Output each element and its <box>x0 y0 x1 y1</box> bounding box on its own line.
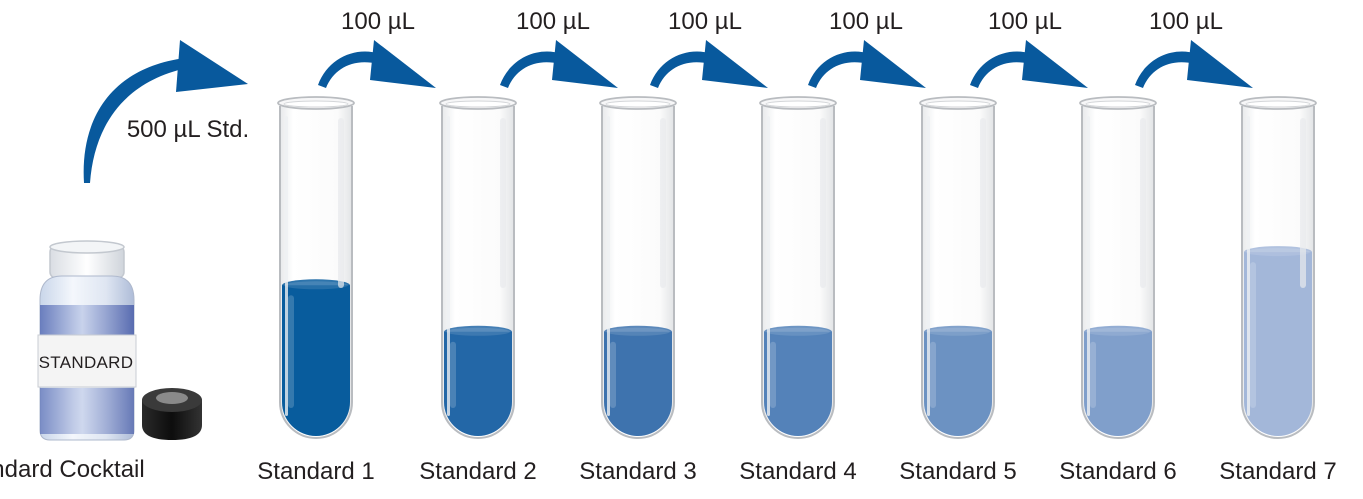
tube-3 <box>599 96 677 439</box>
tube-6 <box>1079 96 1157 439</box>
transfer-arrows <box>83 40 1253 183</box>
standard-bottle <box>37 240 137 441</box>
tube-1 <box>277 96 355 439</box>
tube-liquid-5 <box>924 331 992 436</box>
tube-liquid-2 <box>444 331 512 436</box>
transfer-arrow-2 <box>500 40 618 88</box>
transfer-label-4: 100 µL <box>829 8 903 35</box>
tube-label-2: Standard 2 <box>419 458 537 485</box>
test-tubes <box>277 96 1317 439</box>
tube-liquid-7 <box>1244 252 1312 436</box>
bottle-cap <box>142 388 202 440</box>
transfer-label-3: 100 µL <box>668 8 742 35</box>
tube-4 <box>759 96 837 439</box>
initial-transfer-label: 500 µL Std. <box>126 116 250 143</box>
tube-label-6: Standard 6 <box>1059 458 1177 485</box>
bottle-caption: Standard Cocktail <box>0 456 145 483</box>
bottle-label-text: STANDARD <box>38 353 134 372</box>
transfer-label-5: 100 µL <box>988 8 1062 35</box>
tube-liquid-4 <box>764 331 832 436</box>
tube-5 <box>919 96 997 439</box>
tube-label-1: Standard 1 <box>257 458 375 485</box>
transfer-label-2: 100 µL <box>516 8 590 35</box>
transfer-arrow-1 <box>318 40 436 88</box>
transfer-arrow-3 <box>650 40 768 88</box>
transfer-arrow-6 <box>1135 40 1253 88</box>
transfer-arrow-5 <box>970 40 1088 88</box>
transfer-label-6: 100 µL <box>1149 8 1223 35</box>
tube-label-5: Standard 5 <box>899 458 1017 485</box>
tube-label-3: Standard 3 <box>579 458 697 485</box>
tube-liquid-6 <box>1084 331 1152 436</box>
initial-transfer-arrow <box>83 40 248 183</box>
transfer-arrow-4 <box>808 40 926 88</box>
tube-liquid-1 <box>282 285 350 436</box>
tube-2 <box>439 96 517 439</box>
tube-label-7: Standard 7 <box>1219 458 1337 485</box>
transfer-label-1: 100 µL <box>341 8 415 35</box>
tube-liquid-3 <box>604 331 672 436</box>
tube-7 <box>1239 96 1317 439</box>
tube-label-4: Standard 4 <box>739 458 857 485</box>
